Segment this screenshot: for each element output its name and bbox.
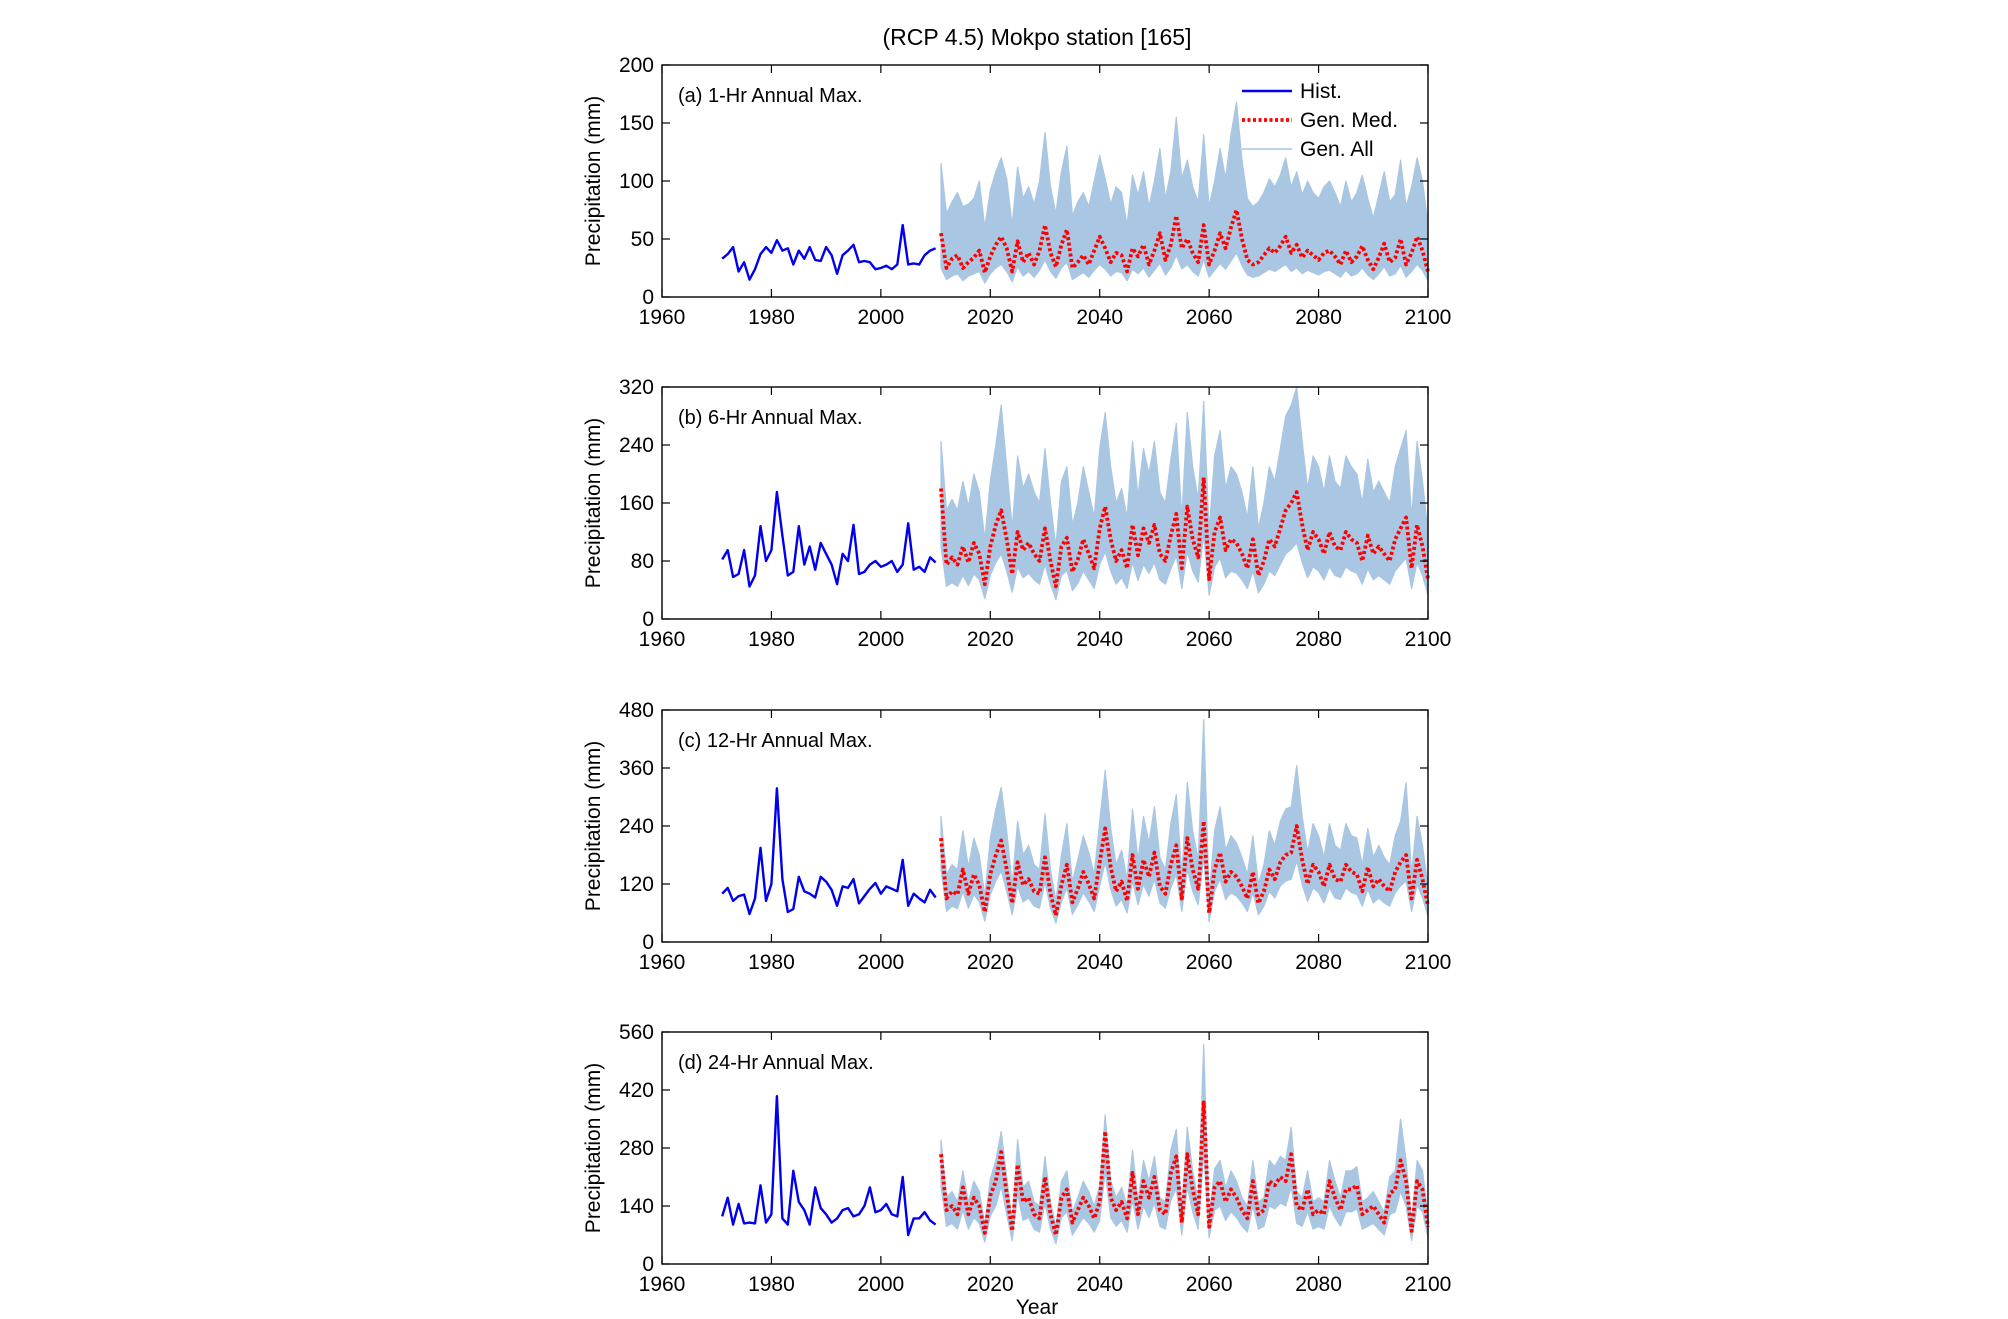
y-tick-label: 240 [619, 434, 654, 457]
y-tick-label: 0 [642, 286, 654, 309]
y-tick-label: 140 [619, 1195, 654, 1218]
y-tick-label: 80 [631, 550, 654, 573]
x-tick-label: 2020 [967, 306, 1014, 329]
x-tick-label: 2040 [1076, 1273, 1123, 1296]
x-tick-label: 2060 [1186, 1273, 1233, 1296]
panel-label: (a) 1-Hr Annual Max. [678, 85, 863, 107]
x-tick-label: 2020 [967, 628, 1014, 651]
panel-label: (c) 12-Hr Annual Max. [678, 730, 873, 752]
legend: Hist. Gen. Med. Gen. All [1242, 80, 1398, 161]
x-tick-label: 2080 [1295, 951, 1342, 974]
historical-series-line [721, 223, 937, 281]
x-tick-label: 1960 [639, 951, 686, 974]
x-tick-label: 2020 [967, 1273, 1014, 1296]
legend-label-1: Hist. [1300, 80, 1342, 103]
historical-series-line [721, 490, 937, 588]
ensemble-band-series [940, 719, 1429, 924]
y-tick-label: 0 [642, 608, 654, 631]
historical-series-line [721, 787, 937, 916]
x-tick-label: 2060 [1186, 306, 1233, 329]
x-tick-label: 2100 [1405, 306, 1452, 329]
y-tick-label: 360 [619, 757, 654, 780]
x-tick-label: 2000 [857, 306, 904, 329]
y-axis-label: Precipitation (mm) [582, 96, 605, 266]
y-tick-label: 0 [642, 931, 654, 954]
y-tick-label: 320 [619, 376, 654, 399]
x-tick-label: 2040 [1076, 306, 1123, 329]
figure-title: (RCP 4.5) Mokpo station [165] [883, 24, 1192, 50]
ensemble-band-series [940, 386, 1429, 600]
chart-panel-4: 1960 1980 2000 2020 2040 2060 2080 2100 0 140 280 4… [582, 1021, 1451, 1296]
x-tick-label: 2060 [1186, 951, 1233, 974]
y-tick-label: 420 [619, 1079, 654, 1102]
x-tick-label: 2040 [1076, 628, 1123, 651]
y-tick-label: 0 [642, 1253, 654, 1276]
y-tick-label: 50 [631, 228, 654, 251]
chart-panel-3: 1960 1980 2000 2020 2040 2060 2080 2100 0 120 240 3… [582, 699, 1451, 974]
y-axis-label: Precipitation (mm) [582, 741, 605, 911]
x-tick-label: 1960 [639, 628, 686, 651]
x-tick-label: 2000 [857, 951, 904, 974]
legend-label-2: Gen. Med. [1300, 109, 1398, 132]
chart-panel-2: 1960 1980 2000 2020 2040 2060 2080 2100 0 80 160 24… [582, 376, 1451, 651]
panel-label: (b) 6-Hr Annual Max. [678, 407, 863, 429]
y-tick-label: 100 [619, 170, 654, 193]
x-tick-label: 1980 [748, 628, 795, 651]
y-tick-label: 200 [619, 54, 654, 77]
legend-label-3: Gen. All [1300, 138, 1374, 161]
y-tick-label: 240 [619, 815, 654, 838]
y-tick-label: 480 [619, 699, 654, 722]
y-tick-label: 280 [619, 1137, 654, 1160]
panel-label: (d) 24-Hr Annual Max. [678, 1052, 874, 1074]
x-axis-label: Year [1016, 1296, 1058, 1319]
x-tick-label: 1980 [748, 306, 795, 329]
x-tick-label: 2040 [1076, 951, 1123, 974]
x-tick-label: 2000 [857, 1273, 904, 1296]
y-tick-label: 120 [619, 873, 654, 896]
median-series-line [939, 208, 1430, 275]
x-tick-label: 1980 [748, 1273, 795, 1296]
x-tick-label: 2100 [1405, 628, 1452, 651]
x-tick-label: 2100 [1405, 1273, 1452, 1296]
chart-panel-1: 1960 1980 2000 2020 2040 2060 2080 2100 0 50 100 15… [582, 54, 1451, 329]
median-series-line [939, 819, 1430, 918]
x-tick-label: 1960 [639, 1273, 686, 1296]
panels: 1960 1980 2000 2020 2040 2060 2080 210005010015… [582, 54, 1451, 1296]
x-tick-label: 2080 [1295, 628, 1342, 651]
x-tick-label: 2100 [1405, 951, 1452, 974]
x-tick-label: 2000 [857, 628, 904, 651]
x-tick-label: 1960 [639, 306, 686, 329]
y-tick-label: 160 [619, 492, 654, 515]
y-axis-label: Precipitation (mm) [582, 1063, 605, 1233]
x-tick-label: 2080 [1295, 1273, 1342, 1296]
x-tick-label: 1980 [748, 951, 795, 974]
x-tick-label: 2060 [1186, 628, 1233, 651]
x-tick-label: 2080 [1295, 306, 1342, 329]
historical-series-line [721, 1094, 937, 1237]
x-tick-label: 2020 [967, 951, 1014, 974]
y-tick-label: 150 [619, 112, 654, 135]
median-series-line [939, 1100, 1430, 1237]
median-series-line [939, 475, 1430, 589]
y-tick-label: 560 [619, 1021, 654, 1044]
y-axis-label: Precipitation (mm) [582, 418, 605, 588]
ensemble-band-series [940, 1043, 1429, 1245]
